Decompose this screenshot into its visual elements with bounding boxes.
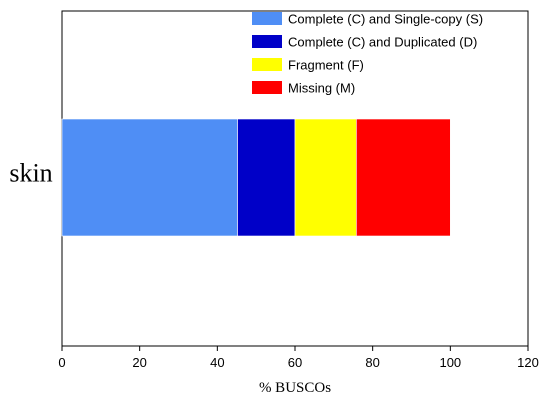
x-axis-ticks: 0 20 40 60 80 100 120: [58, 346, 539, 370]
bar-skin-series-2: [294, 118, 357, 237]
x-tick-label-5: 100: [439, 355, 461, 370]
x-tick-label-1: 20: [132, 355, 146, 370]
category-label-0: skin: [9, 158, 52, 187]
x-tick-label-4: 80: [365, 355, 379, 370]
x-tick-label-3: 60: [288, 355, 302, 370]
bar-skin-series-0: [61, 118, 238, 237]
x-tick-label-0: 0: [58, 355, 65, 370]
legend-swatch-1: [252, 35, 282, 48]
legend-swatch-2: [252, 58, 282, 71]
legend-label-0: Complete (C) and Single-copy (S): [288, 12, 483, 27]
x-tick-label-2: 40: [210, 355, 224, 370]
legend: Complete (C) and Single-copy (S) Complete…: [252, 12, 483, 96]
bars-group: [61, 118, 451, 237]
x-tick-label-6: 120: [517, 355, 539, 370]
legend-label-1: Complete (C) and Duplicated (D): [288, 35, 477, 50]
legend-label-3: Missing (M): [288, 81, 355, 96]
bar-skin-series-3: [356, 118, 451, 237]
bar-skin-series-1: [237, 118, 296, 237]
legend-swatch-3: [252, 81, 282, 94]
legend-swatch-0: [252, 12, 282, 25]
x-axis-title: % BUSCOs: [259, 380, 331, 396]
legend-label-2: Fragment (F): [288, 58, 364, 73]
y-axis-categories: skin: [9, 158, 52, 187]
